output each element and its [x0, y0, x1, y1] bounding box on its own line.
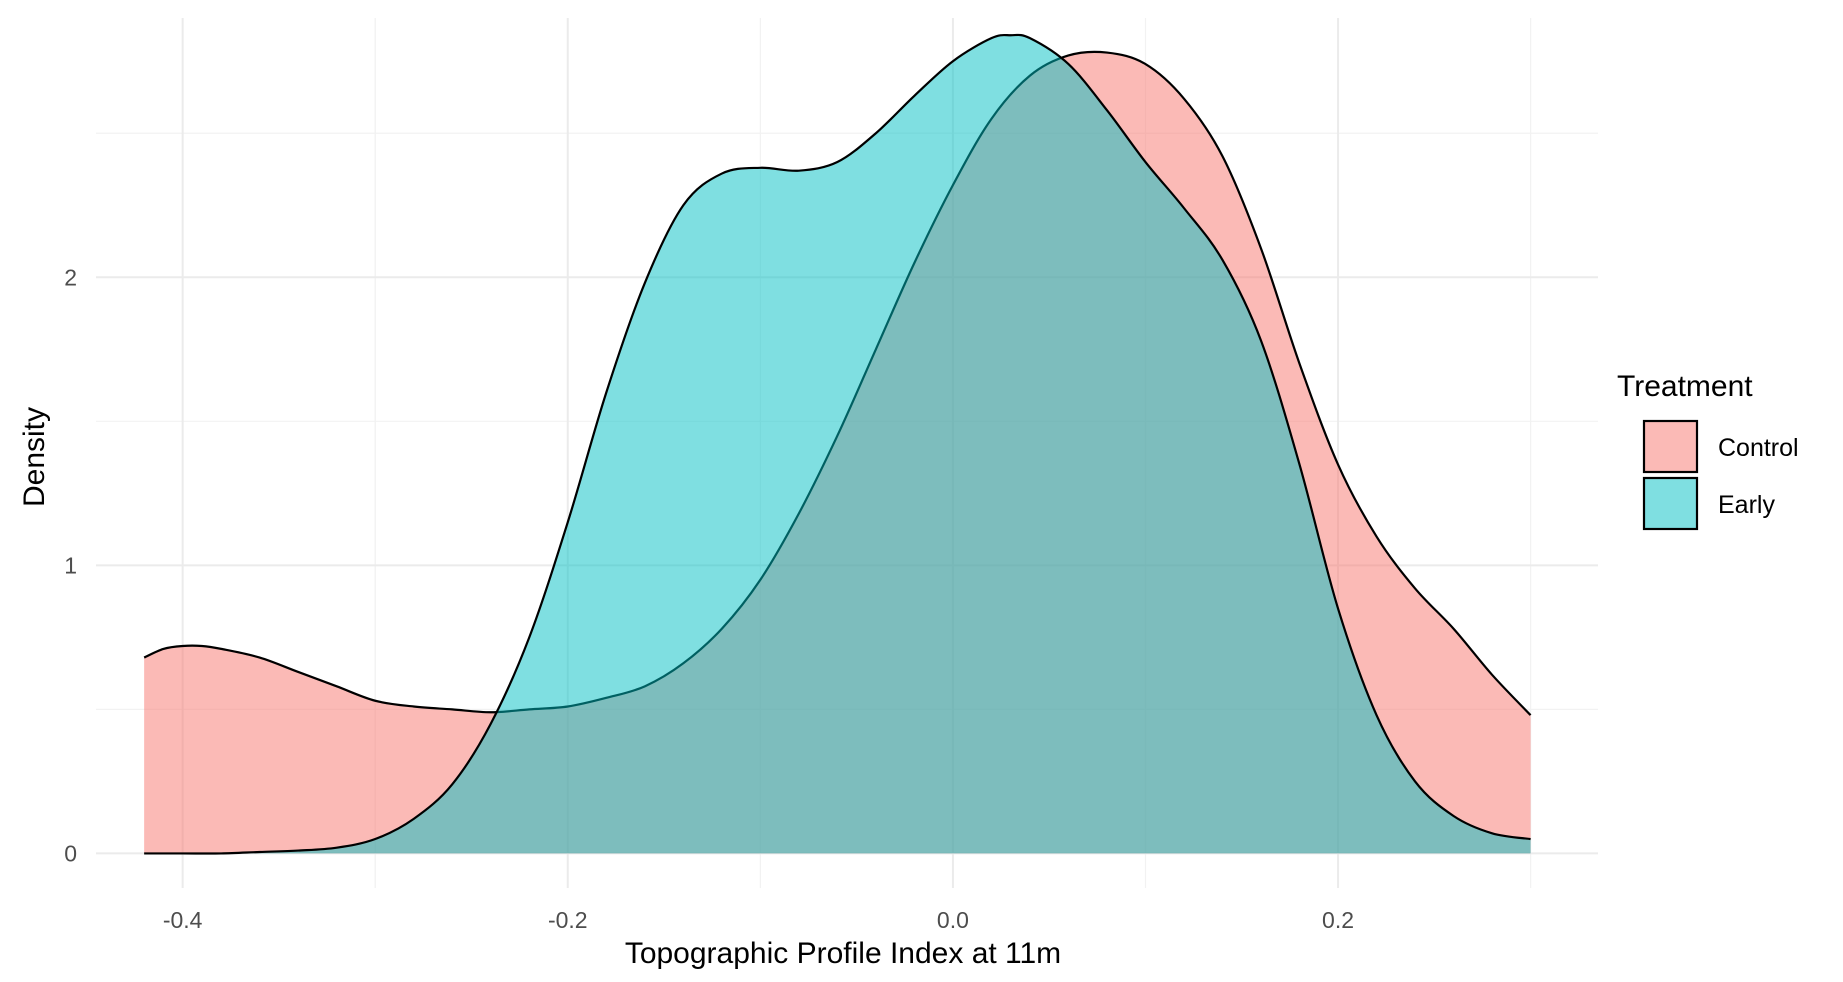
- legend-title: Treatment: [1617, 370, 1753, 403]
- legend-key-control: [1642, 419, 1699, 474]
- legend-label-control: Control: [1718, 434, 1799, 462]
- y-tick-label: 2: [64, 264, 77, 290]
- x-tick-labels: -0.4 -0.2 0.0 0.2: [163, 907, 1354, 933]
- y-tick-label: 0: [64, 840, 77, 866]
- legend: Treatment Control Early: [1617, 370, 1799, 531]
- early-density-area: [144, 34, 1531, 854]
- x-tick-label: 0.2: [1322, 907, 1354, 933]
- x-axis-title: Topographic Profile Index at 11m: [625, 937, 1061, 970]
- legend-label-early: Early: [1718, 491, 1775, 519]
- y-tick-label: 1: [64, 552, 77, 578]
- x-tick-label: -0.2: [548, 907, 588, 933]
- early-density-line: [144, 33, 1531, 855]
- y-tick-labels: 0 1 2: [64, 264, 77, 866]
- y-axis-title: Density: [18, 407, 51, 507]
- density-areas: [143, 33, 1532, 855]
- x-tick-label: 0.0: [937, 907, 969, 933]
- legend-key-early: [1642, 476, 1699, 531]
- x-tick-label: -0.4: [163, 907, 203, 933]
